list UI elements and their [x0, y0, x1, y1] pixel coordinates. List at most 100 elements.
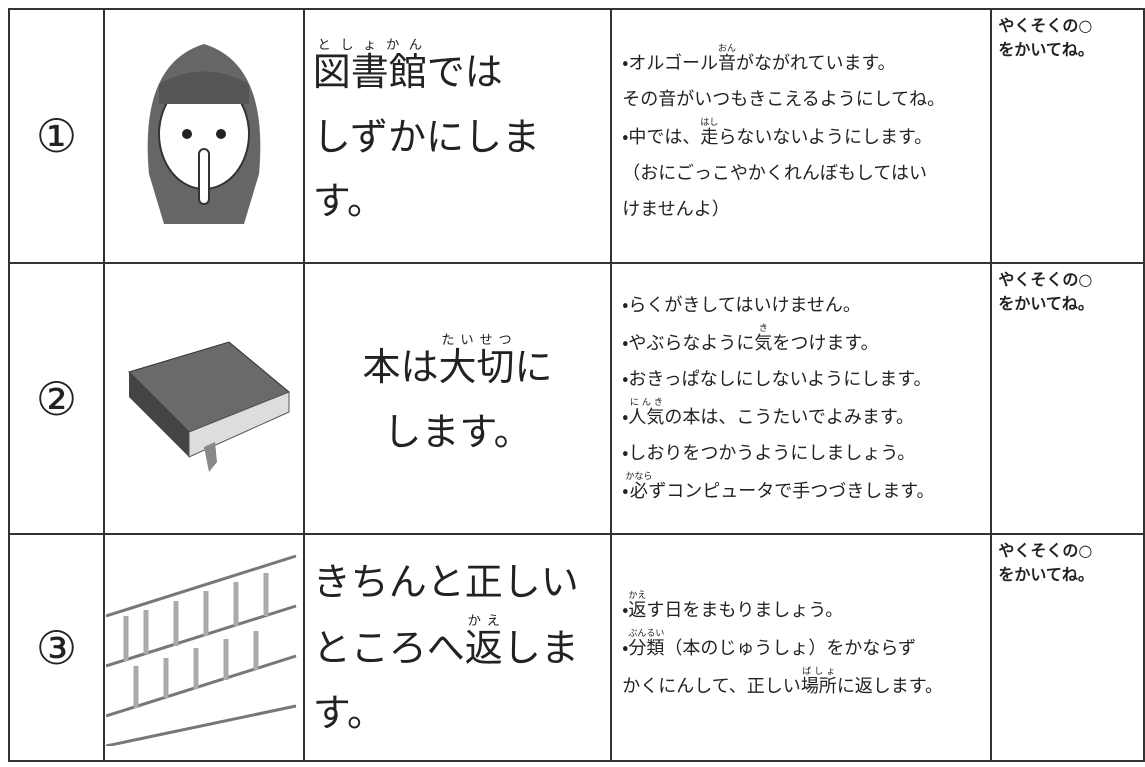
text-line: ・分類ぶんるい（本のじゅうしょ）をかならず	[622, 629, 990, 667]
text-line: ・オルゴール音おんがながれています。	[622, 44, 990, 82]
text-line: その音がいつもきこえるようにしてね。	[622, 82, 990, 118]
text-line: かくにんして、正しい場所ばしょに返します。	[622, 667, 990, 705]
text: では	[426, 50, 503, 95]
furigana: としょかん	[312, 38, 427, 54]
text: かくにんして、正しい	[622, 675, 801, 697]
text: ・しおりをつかうようにしましょう。	[622, 442, 916, 464]
furigana: おん	[718, 44, 737, 54]
text-line: 図書館としょかんでは	[313, 38, 610, 105]
text-line: （おにごっこやかくれんぼもしてはい	[622, 156, 990, 192]
text: その音がいつもきこえるようにしてね。	[622, 89, 946, 110]
furigana: かえ	[628, 590, 647, 601]
ruby-text: 音おん	[718, 44, 737, 74]
furigana: ばしょ	[800, 666, 837, 677]
ruby-text: 返かえ	[628, 591, 647, 621]
text: きちんと正しい	[312, 559, 579, 604]
eye	[181, 129, 192, 139]
promise: やくそくの○ をかいてね。	[998, 539, 1137, 587]
text: に返します。	[836, 675, 944, 697]
text-line: ・やぶらなように気きをつけます。	[622, 324, 990, 362]
promise-line: やくそくの○	[998, 16, 1093, 35]
heading: 本は大切たいせつにします。	[305, 333, 610, 464]
ruby-text: 場所ばしょ	[800, 667, 837, 697]
notes: ・オルゴール音おんがながれています。その音がいつもきこえるようにしてね。・中では…	[622, 44, 990, 228]
heading: きちんと正しい ところへ返かえします。	[313, 550, 610, 746]
text-line: ・らくがきしてはいけません。	[622, 288, 990, 324]
text: ・	[622, 406, 629, 428]
text: ずコンピュータで手つづきします。	[648, 480, 935, 502]
text: 返	[464, 626, 503, 671]
text-line: きちんと正しい	[313, 550, 610, 615]
text-line: ・必かならずコンピュータで手つづきします。	[622, 472, 990, 510]
promise: やくそくの○ をかいてね。	[998, 14, 1137, 62]
promise-line: やくそくの○	[998, 270, 1093, 289]
text: ・おきっぱなしにしないようにします。	[622, 368, 932, 390]
notes: ・らくがきしてはいけません。 ・やぶらなように気きをつけます。・おきっぱなしにしな…	[622, 288, 990, 510]
text: 場所	[800, 675, 837, 697]
rules-table: ① 図書館としょかんではしずかにします。 ・オルゴール音おんがながれています。そ…	[8, 8, 1145, 762]
text: （おにごっこやかくれんぼもしてはい	[622, 163, 927, 184]
ruby-text: 図書館としょかん	[312, 38, 427, 95]
row-number: ①	[8, 8, 105, 264]
ruby-text: 分類ぶんるい	[628, 629, 664, 659]
furigana: たいせつ	[438, 332, 515, 348]
text: します。	[383, 409, 532, 454]
text: 図書館	[312, 50, 427, 95]
bookmark	[203, 441, 217, 472]
text-line: ・しおりをつかうようにしましょう。	[622, 436, 990, 472]
book-illustration	[127, 340, 290, 472]
text: 返	[628, 599, 647, 621]
text-line: ・返かえす日をまもりましょう。	[622, 591, 990, 629]
ruby-text: 気き	[754, 324, 772, 354]
promise-line: やくそくの○	[998, 541, 1093, 560]
promise-cell: やくそくの○ をかいてね。	[990, 533, 1145, 762]
promise: やくそくの○ をかいてね。	[998, 268, 1137, 316]
furigana: かえ	[464, 614, 503, 630]
row: ③ きちんと正しい ところへ返かえします。 ・返かえす日をまもりましょう。 ・分類ぶ…	[8, 533, 1145, 762]
heading-cell: 本は大切たいせつにします。	[302, 262, 613, 535]
text: の本は、こうたいでよみます。	[664, 406, 915, 428]
row: ② 本は大切たいせつに します。 ・らくがきしてはいけません。 ・やぶらなように気き…	[8, 262, 1145, 535]
text: ・	[622, 599, 629, 621]
text: けませんよ）	[622, 199, 730, 220]
text: 本は	[362, 344, 439, 389]
girl-illustration	[147, 44, 261, 224]
text: 大切	[438, 344, 515, 389]
text: ところへ	[312, 626, 465, 671]
image-cell	[102, 262, 305, 535]
text: に	[514, 344, 553, 389]
furigana: き	[754, 323, 773, 334]
text: 音	[718, 53, 737, 74]
text: ・やぶらなように	[622, 332, 755, 354]
ruby-text: 走はし	[700, 118, 719, 148]
heading-cell: 図書館としょかんではしずかにします。	[302, 8, 613, 264]
text-line: しずかにします。	[313, 105, 610, 234]
bangs	[158, 71, 249, 104]
notes-cell: ・オルゴール音おんがながれています。その音がいつもきこえるようにしてね。・中では…	[610, 8, 993, 264]
ruby-text: 必かなら	[625, 472, 652, 502]
text: 人気	[628, 406, 665, 428]
promise-line: をかいてね。	[998, 565, 1094, 584]
text: 走	[700, 127, 719, 148]
text-line: ・おきっぱなしにしないようにします。	[622, 362, 990, 398]
text: ・オルゴール	[622, 53, 719, 74]
text: ・	[622, 480, 629, 502]
book-spine	[128, 371, 189, 457]
furigana: ぶんるい	[628, 628, 665, 639]
ruby-text: 返かえ	[464, 614, 503, 671]
text: しずかにします。	[312, 114, 541, 224]
row-number: ②	[8, 262, 105, 535]
notes-cell: ・らくがきしてはいけません。 ・やぶらなように気きをつけます。・おきっぱなしにしな…	[610, 262, 993, 535]
ruby-text: 人気にんき	[628, 398, 665, 428]
text: がながれています。	[736, 53, 896, 74]
text: します。	[312, 626, 579, 735]
text-line: ・中では、走はしらないないようにします。	[622, 118, 990, 156]
furigana: はし	[700, 118, 719, 128]
promise-cell: やくそくの○ をかいてね。	[990, 262, 1145, 535]
text-line: 本は大切たいせつに	[305, 333, 610, 400]
book-pages	[188, 390, 290, 458]
ruby-text: 大切たいせつ	[438, 333, 515, 389]
furigana: かなら	[625, 471, 653, 482]
heading: 図書館としょかんではしずかにします。	[313, 38, 610, 234]
